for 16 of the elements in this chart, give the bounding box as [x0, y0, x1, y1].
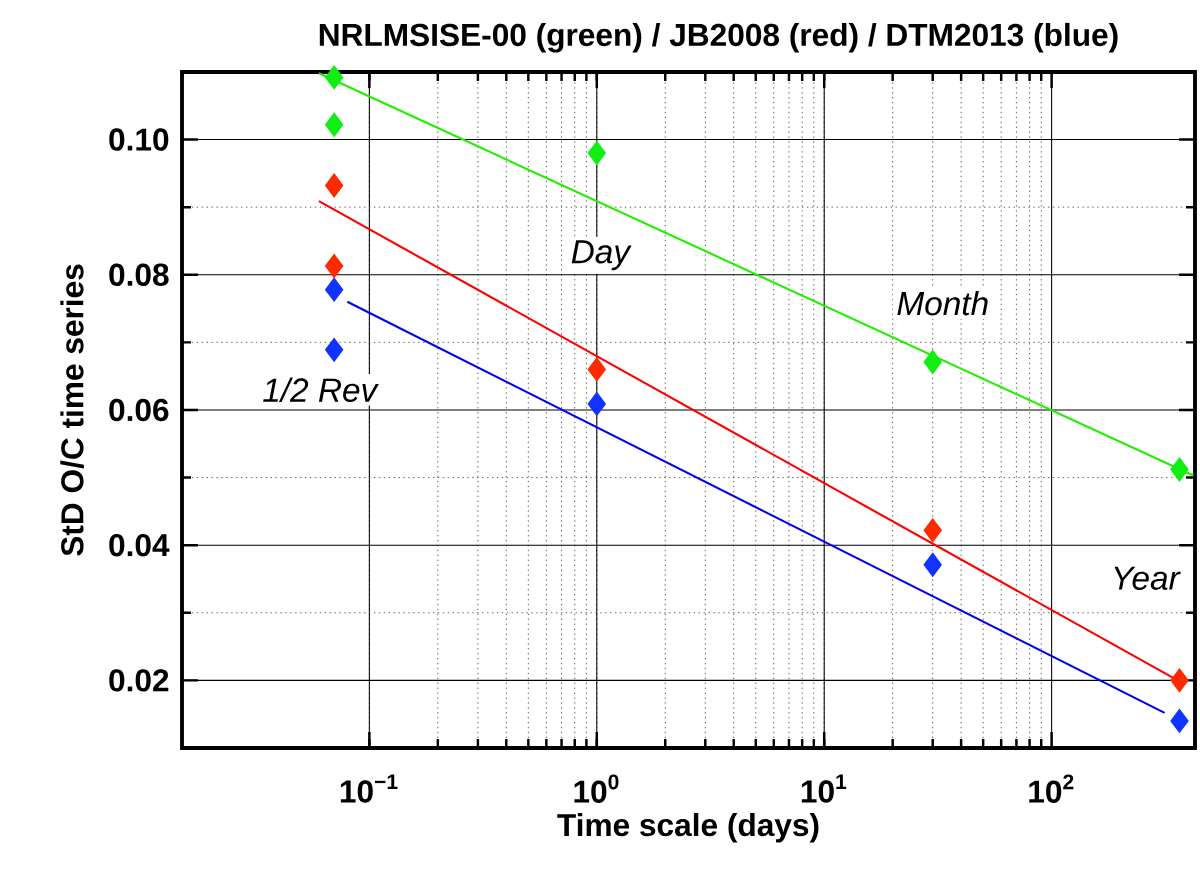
chart-title: NRLMSISE-00 (green) / JB2008 (red) / DTM2013 (blue): [319, 22, 1118, 53]
annotation: 1/2 Rev: [263, 377, 379, 402]
y-tick-label: 0.08: [109, 263, 169, 287]
y-tick-label: 0.10: [109, 128, 169, 151]
x-tick-label: 10$^{−1}$: [340, 774, 398, 803]
y-tick-label: 0.06: [109, 398, 169, 422]
x-tick-label: 10$^{1}$: [801, 774, 847, 803]
annotation: Year: [1114, 566, 1181, 590]
annotation: Day: [571, 240, 632, 271]
x-tick-label: 10$^{2}$: [1029, 774, 1074, 803]
annotation: Month: [897, 290, 988, 316]
y-axis-title: StD O/C time series: [60, 264, 84, 556]
x-axis-title: Time scale (days): [557, 812, 819, 843]
x-tick-label: 10$^{0}$: [574, 774, 619, 803]
y-tick-label: 0.02: [109, 669, 169, 692]
y-tick-label: 0.04: [109, 533, 170, 557]
